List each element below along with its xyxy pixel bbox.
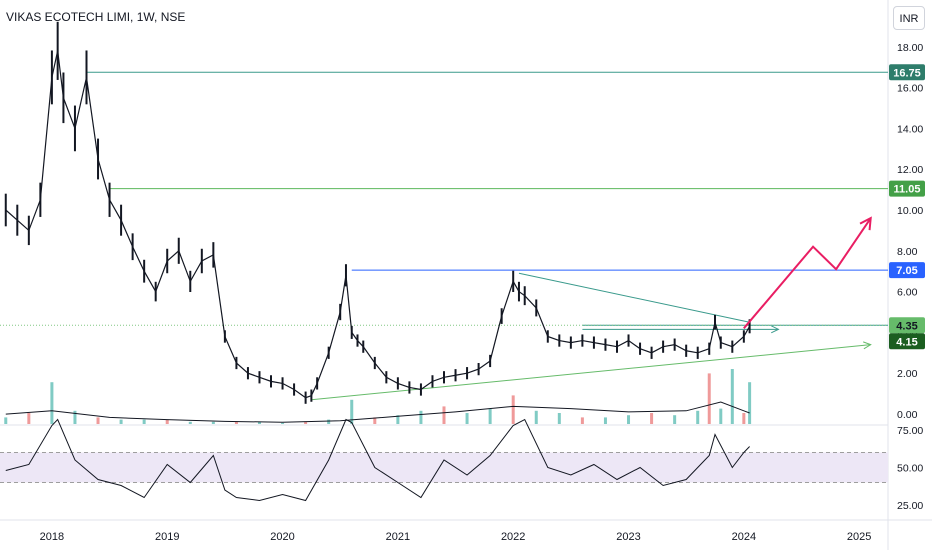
volume-bar	[650, 413, 654, 424]
volume-bar	[696, 410, 700, 424]
volume-bar	[281, 422, 285, 424]
volume-bar	[119, 419, 123, 424]
volume-bar	[4, 417, 8, 424]
volume-bar	[511, 395, 515, 424]
projection-arrowhead	[859, 216, 872, 231]
volume-bar	[719, 408, 723, 424]
volume-bar	[327, 419, 331, 424]
volume-bar	[73, 410, 77, 424]
volume-bar	[730, 369, 734, 424]
volume-bar	[488, 408, 492, 424]
trendline-arrowhead	[771, 325, 780, 334]
price-tick-label: 14.00	[897, 123, 923, 135]
price-label-text: 11.05	[894, 184, 921, 196]
rsi-tick-label: 75.00	[897, 425, 923, 437]
price-label-badge	[889, 180, 925, 197]
volume-bar	[350, 399, 354, 424]
rsi-tick-label: 50.00	[897, 463, 923, 475]
volume-bar	[211, 421, 215, 424]
volume-bar	[442, 406, 446, 424]
volume-bar	[419, 410, 423, 424]
volume-bar	[165, 419, 169, 424]
volume-bar	[742, 413, 746, 424]
rsi-tick-label: 25.00	[897, 500, 923, 512]
volume-bar	[707, 373, 711, 424]
price-label-badge	[889, 64, 925, 81]
price-close-line	[5, 50, 751, 399]
volume-bar	[465, 413, 469, 424]
volume-moving-average-line	[5, 401, 750, 423]
price-tick-label: 2.00	[897, 368, 918, 380]
currency-selector[interactable]: INR	[893, 6, 925, 30]
volume-bar	[580, 417, 584, 424]
price-tick-label: 8.00	[897, 246, 918, 258]
volume-bar	[534, 410, 538, 424]
rsi-line	[5, 418, 750, 502]
price-label-badge	[889, 333, 925, 350]
time-axis-label: 2022	[501, 531, 525, 543]
symbol-title: VIKAS ECOTECH LIMI, 1W, NSE	[6, 10, 186, 24]
price-label-text: 7.05	[896, 265, 917, 277]
price-tick-label: 16.00	[897, 83, 923, 95]
volume-bar	[142, 419, 146, 424]
volume-bar	[50, 382, 54, 424]
price-tick-label: 0.00	[897, 409, 918, 421]
volume-bar	[673, 415, 677, 424]
price-label-badge	[889, 262, 925, 279]
trendline-arrowhead	[863, 341, 872, 350]
price-tick-label: 18.00	[897, 42, 923, 54]
volume-bar	[603, 417, 607, 424]
time-axis-label: 2024	[732, 531, 756, 543]
price-label-text: 4.35	[896, 320, 917, 332]
volume-bar	[96, 417, 100, 424]
price-label-text: 16.75	[893, 67, 921, 79]
trendline	[518, 272, 750, 323]
volume-bar	[748, 382, 752, 424]
time-axis-label: 2019	[155, 531, 179, 543]
volume-bar	[627, 415, 631, 424]
price-label-text: 4.15	[896, 336, 917, 348]
volume-bar	[188, 421, 192, 424]
time-axis-label: 2023	[616, 531, 640, 543]
time-axis-label: 2021	[386, 531, 410, 543]
price-tick-label: 6.00	[897, 287, 918, 299]
volume-bar	[373, 417, 377, 424]
price-tick-label: 10.00	[897, 205, 923, 217]
time-axis-label: 2018	[40, 531, 64, 543]
trendline	[311, 344, 871, 401]
price-label-badge	[889, 317, 925, 334]
volume-bar	[304, 421, 308, 424]
volume-bar	[27, 413, 31, 424]
volume-bar	[234, 421, 238, 424]
projection-arrow-path	[743, 217, 872, 329]
volume-bar	[257, 421, 261, 424]
volume-bar	[557, 413, 561, 424]
time-axis-label: 2025	[847, 531, 871, 543]
price-tick-label: 12.00	[897, 164, 923, 176]
volume-bar	[396, 415, 400, 424]
time-axis-label: 2020	[270, 531, 294, 543]
rsi-band	[0, 452, 888, 483]
